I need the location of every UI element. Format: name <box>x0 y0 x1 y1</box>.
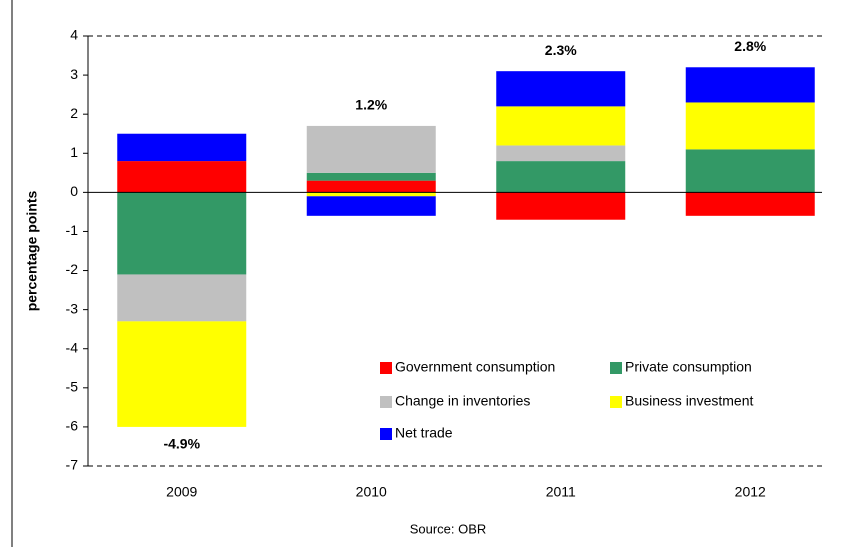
y-tick-label: 0 <box>70 183 78 199</box>
x-tick-label: 2012 <box>735 484 766 500</box>
total-label: 2.3% <box>545 42 577 58</box>
legend-swatch <box>380 362 392 374</box>
y-tick-label: -6 <box>66 418 79 434</box>
bar-segment <box>496 192 626 220</box>
bar-segment <box>117 192 247 275</box>
bar-segment <box>306 192 436 197</box>
y-tick-label: 1 <box>70 144 78 160</box>
bar-segment <box>685 67 815 103</box>
y-tick-label: -7 <box>66 457 79 473</box>
bar-segment <box>306 196 436 216</box>
legend-swatch <box>380 428 392 440</box>
total-label: -4.9% <box>163 436 200 452</box>
source: Source: OBR <box>410 521 487 536</box>
y-tick-label: -1 <box>66 222 79 238</box>
y-tick-label: 3 <box>70 66 78 82</box>
bar-segment <box>117 274 247 322</box>
legend-label: Business investment <box>625 393 754 409</box>
y-tick-label: -3 <box>66 300 79 316</box>
bar-segment <box>496 145 626 162</box>
bar-segment <box>306 172 436 181</box>
y-tick-label: 2 <box>70 105 78 121</box>
bar-segment <box>685 102 815 150</box>
bar-segment <box>117 321 247 427</box>
total-label: 2.8% <box>734 38 766 54</box>
bar-segment <box>685 192 815 216</box>
legend-label: Government consumption <box>395 359 555 375</box>
y-tick-label: -2 <box>66 261 79 277</box>
legend-label: Net trade <box>395 425 453 441</box>
bar-segment <box>496 106 626 146</box>
y-axis-label: percentage points <box>24 191 40 312</box>
x-tick-label: 2011 <box>546 484 576 500</box>
bar-segment <box>306 125 436 173</box>
legend-label: Change in inventories <box>395 393 530 409</box>
legend-label: Private consumption <box>625 359 752 375</box>
bar-segment <box>685 149 815 193</box>
legend-swatch <box>610 362 622 374</box>
legend-swatch <box>610 396 622 408</box>
legend-swatch <box>380 396 392 408</box>
total-label: 1.2% <box>355 97 387 113</box>
bar-segment <box>117 161 247 193</box>
bar-segment <box>306 180 436 193</box>
y-tick-label: -5 <box>66 379 79 395</box>
y-tick-label: 4 <box>70 27 78 43</box>
bar-segment <box>496 161 626 193</box>
x-tick-label: 2009 <box>166 484 197 500</box>
y-tick-label: -4 <box>66 339 79 355</box>
bar-segment <box>117 133 247 162</box>
bar-segment <box>496 71 626 107</box>
x-tick-label: 2010 <box>356 484 387 500</box>
